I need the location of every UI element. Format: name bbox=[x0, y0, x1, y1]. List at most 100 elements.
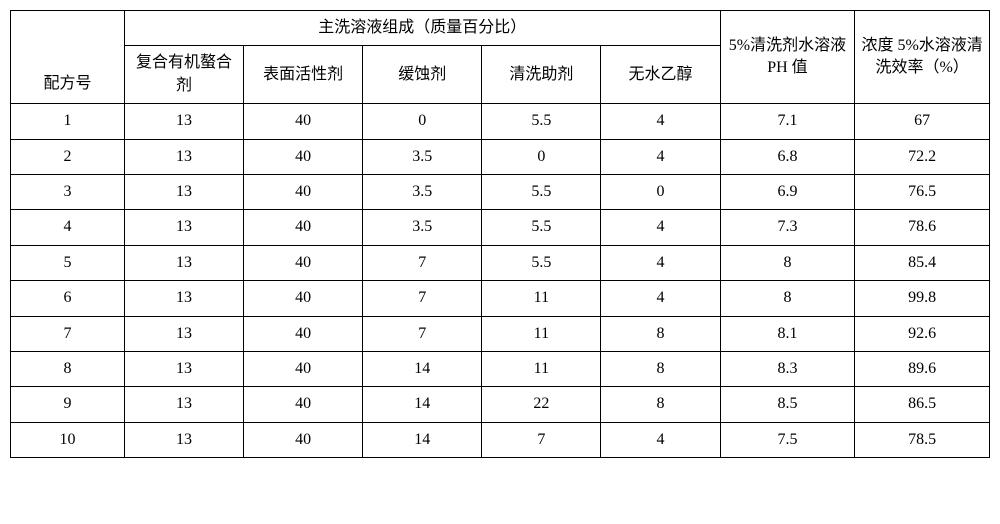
table-row: 91340142288.586.5 bbox=[11, 387, 990, 422]
table-row: 5134075.54885.4 bbox=[11, 245, 990, 280]
cell-formula-id: 1 bbox=[11, 104, 125, 139]
header-comp-2: 缓蚀剂 bbox=[363, 46, 482, 104]
cell-composition: 4 bbox=[601, 245, 720, 280]
cell-formula-id: 7 bbox=[11, 316, 125, 351]
cell-composition: 14 bbox=[363, 387, 482, 422]
cell-composition: 7 bbox=[363, 245, 482, 280]
cell-ph: 8 bbox=[720, 245, 855, 280]
cell-composition: 40 bbox=[244, 316, 363, 351]
cell-composition: 4 bbox=[601, 104, 720, 139]
table-row: 81340141188.389.6 bbox=[11, 351, 990, 386]
cell-composition: 40 bbox=[244, 104, 363, 139]
cell-composition: 40 bbox=[244, 351, 363, 386]
cell-composition: 5.5 bbox=[482, 210, 601, 245]
cell-composition: 13 bbox=[124, 316, 243, 351]
cell-composition: 40 bbox=[244, 245, 363, 280]
cell-composition: 7 bbox=[482, 422, 601, 457]
cell-formula-id: 9 bbox=[11, 387, 125, 422]
cell-efficiency: 86.5 bbox=[855, 387, 990, 422]
cell-composition: 13 bbox=[124, 281, 243, 316]
cell-formula-id: 6 bbox=[11, 281, 125, 316]
cell-composition: 13 bbox=[124, 245, 243, 280]
cell-composition: 13 bbox=[124, 139, 243, 174]
cell-efficiency: 72.2 bbox=[855, 139, 990, 174]
cell-composition: 11 bbox=[482, 316, 601, 351]
table-row: 7134071188.192.6 bbox=[11, 316, 990, 351]
formula-table: 配方号 主洗溶液组成（质量百分比） 5%清洗剂水溶液PH 值 浓度 5%水溶液清… bbox=[10, 10, 990, 458]
cell-formula-id: 8 bbox=[11, 351, 125, 386]
cell-composition: 40 bbox=[244, 422, 363, 457]
cell-composition: 3.5 bbox=[363, 139, 482, 174]
cell-composition: 13 bbox=[124, 422, 243, 457]
cell-composition: 22 bbox=[482, 387, 601, 422]
cell-composition: 5.5 bbox=[482, 245, 601, 280]
header-comp-1: 表面活性剂 bbox=[244, 46, 363, 104]
cell-efficiency: 92.6 bbox=[855, 316, 990, 351]
cell-composition: 13 bbox=[124, 387, 243, 422]
cell-composition: 4 bbox=[601, 422, 720, 457]
cell-composition: 5.5 bbox=[482, 174, 601, 209]
cell-ph: 7.1 bbox=[720, 104, 855, 139]
cell-ph: 7.5 bbox=[720, 422, 855, 457]
cell-composition: 5.5 bbox=[482, 104, 601, 139]
cell-ph: 8.5 bbox=[720, 387, 855, 422]
cell-formula-id: 3 bbox=[11, 174, 125, 209]
cell-efficiency: 89.6 bbox=[855, 351, 990, 386]
cell-composition: 3.5 bbox=[363, 174, 482, 209]
cell-efficiency: 78.6 bbox=[855, 210, 990, 245]
cell-ph: 8 bbox=[720, 281, 855, 316]
cell-composition: 14 bbox=[363, 351, 482, 386]
cell-composition: 4 bbox=[601, 139, 720, 174]
table-row: 10134014747.578.5 bbox=[11, 422, 990, 457]
table-row: 213403.5046.872.2 bbox=[11, 139, 990, 174]
cell-composition: 8 bbox=[601, 316, 720, 351]
table-row: 613407114899.8 bbox=[11, 281, 990, 316]
cell-efficiency: 99.8 bbox=[855, 281, 990, 316]
cell-composition: 7 bbox=[363, 281, 482, 316]
header-comp-3: 清洗助剂 bbox=[482, 46, 601, 104]
cell-composition: 40 bbox=[244, 210, 363, 245]
table-row: 1134005.547.167 bbox=[11, 104, 990, 139]
cell-formula-id: 10 bbox=[11, 422, 125, 457]
cell-composition: 11 bbox=[482, 281, 601, 316]
cell-composition: 40 bbox=[244, 387, 363, 422]
header-row-label: 配方号 bbox=[11, 11, 125, 104]
cell-composition: 8 bbox=[601, 351, 720, 386]
cell-ph: 7.3 bbox=[720, 210, 855, 245]
cell-efficiency: 67 bbox=[855, 104, 990, 139]
cell-composition: 4 bbox=[601, 281, 720, 316]
table-row: 313403.55.506.976.5 bbox=[11, 174, 990, 209]
cell-composition: 4 bbox=[601, 210, 720, 245]
cell-composition: 11 bbox=[482, 351, 601, 386]
cell-efficiency: 85.4 bbox=[855, 245, 990, 280]
cell-composition: 40 bbox=[244, 139, 363, 174]
cell-composition: 13 bbox=[124, 351, 243, 386]
header-comp-0: 复合有机螯合剂 bbox=[124, 46, 243, 104]
table-row: 413403.55.547.378.6 bbox=[11, 210, 990, 245]
header-efficiency: 浓度 5%水溶液清洗效率（%） bbox=[855, 11, 990, 104]
table-header: 配方号 主洗溶液组成（质量百分比） 5%清洗剂水溶液PH 值 浓度 5%水溶液清… bbox=[11, 11, 990, 104]
cell-formula-id: 5 bbox=[11, 245, 125, 280]
cell-composition: 7 bbox=[363, 316, 482, 351]
cell-composition: 14 bbox=[363, 422, 482, 457]
cell-composition: 13 bbox=[124, 104, 243, 139]
cell-composition: 40 bbox=[244, 281, 363, 316]
cell-composition: 13 bbox=[124, 174, 243, 209]
cell-efficiency: 78.5 bbox=[855, 422, 990, 457]
header-ph: 5%清洗剂水溶液PH 值 bbox=[720, 11, 855, 104]
cell-formula-id: 2 bbox=[11, 139, 125, 174]
cell-composition: 8 bbox=[601, 387, 720, 422]
cell-ph: 8.1 bbox=[720, 316, 855, 351]
cell-composition: 40 bbox=[244, 174, 363, 209]
cell-efficiency: 76.5 bbox=[855, 174, 990, 209]
cell-ph: 6.8 bbox=[720, 139, 855, 174]
table-body: 1134005.547.167213403.5046.872.2313403.5… bbox=[11, 104, 990, 458]
cell-formula-id: 4 bbox=[11, 210, 125, 245]
cell-ph: 6.9 bbox=[720, 174, 855, 209]
header-composition-group: 主洗溶液组成（质量百分比） bbox=[124, 11, 720, 46]
cell-composition: 3.5 bbox=[363, 210, 482, 245]
cell-composition: 13 bbox=[124, 210, 243, 245]
cell-composition: 0 bbox=[601, 174, 720, 209]
header-comp-4: 无水乙醇 bbox=[601, 46, 720, 104]
cell-composition: 0 bbox=[363, 104, 482, 139]
